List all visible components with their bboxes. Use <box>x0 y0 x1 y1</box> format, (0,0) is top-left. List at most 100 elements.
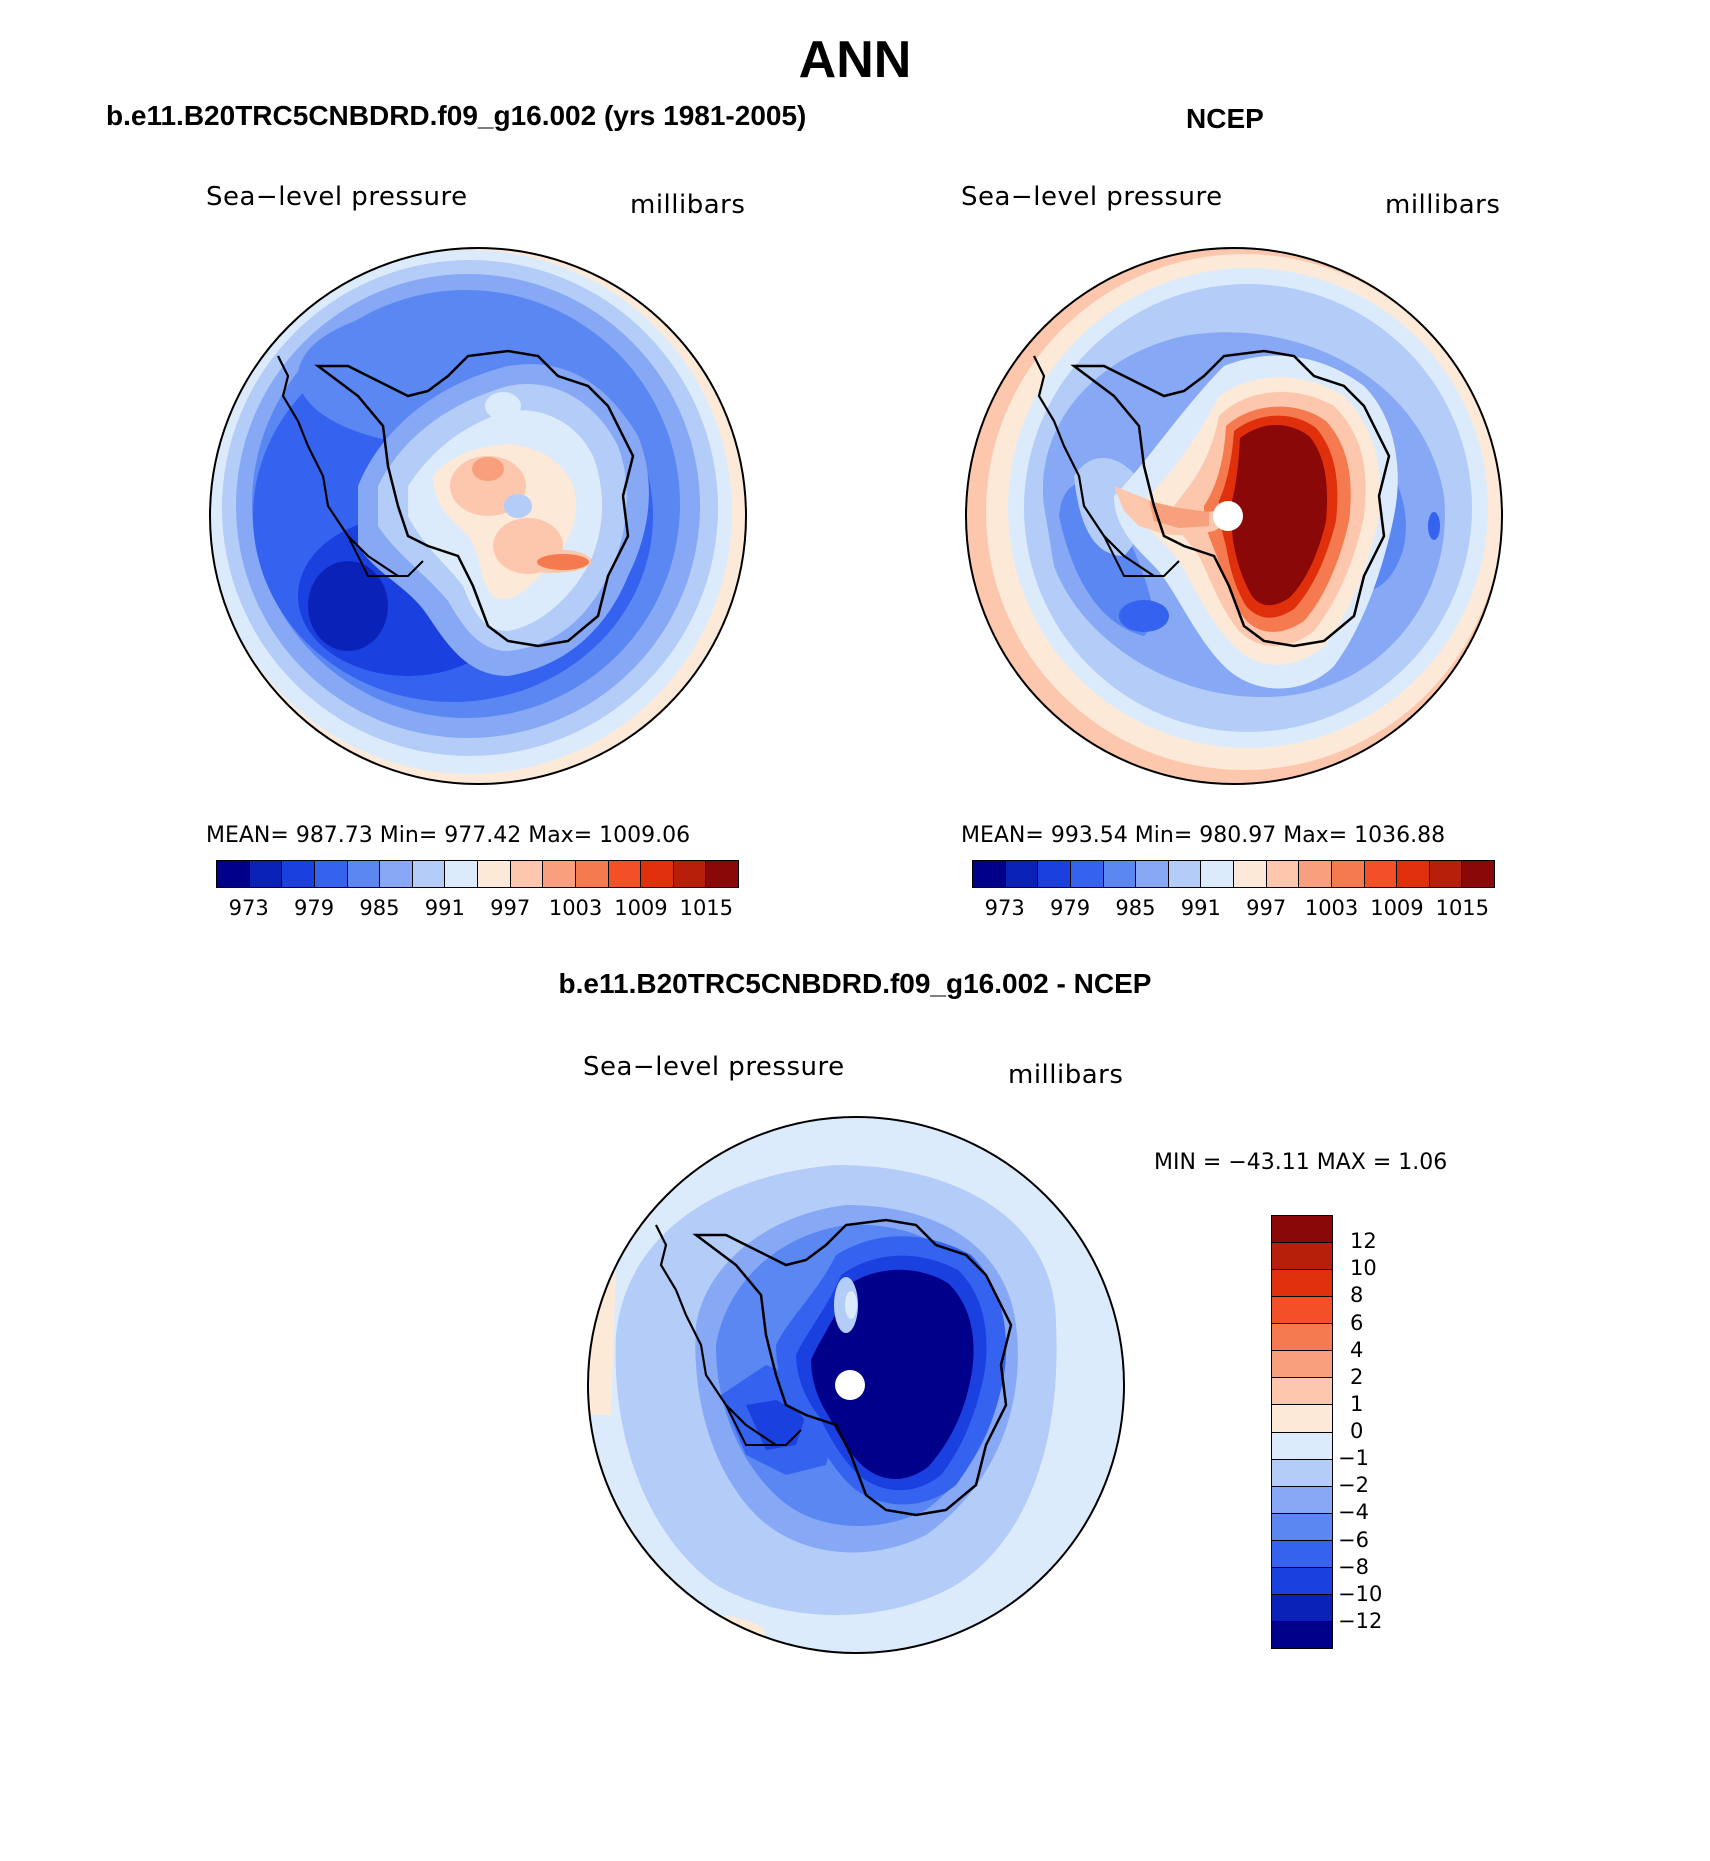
diff-polar-map <box>587 1116 1125 1654</box>
figure-title: ANN <box>798 31 912 89</box>
model-colorbar-box <box>217 861 250 887</box>
model-colorbar <box>216 860 739 888</box>
diff-colorbar-label: −2 <box>1338 1473 1369 1498</box>
obs-colorbar-box <box>1331 861 1365 887</box>
diff-colorbar-box <box>1272 1216 1332 1244</box>
model-colorbar-box <box>314 861 348 887</box>
obs-colorbar-label: 991 <box>1180 896 1221 920</box>
model-colorbar-label: 1015 <box>679 896 734 920</box>
model-colorbar-box <box>543 861 576 887</box>
diff-colorbar-label: −8 <box>1338 1554 1369 1579</box>
diff-colorbar-label: −12 <box>1338 1608 1383 1633</box>
diff-colorbar-box <box>1272 1351 1332 1379</box>
model-colorbar-label: 997 <box>490 896 531 920</box>
diff-colorbar-box <box>1272 1621 1332 1648</box>
obs-colorbar-label: 1015 <box>1435 896 1490 920</box>
diff-stats: MIN = −43.11 MAX = 1.06 <box>1154 1150 1448 1175</box>
obs-colorbar-box <box>1038 861 1071 887</box>
obs-colorbar-box <box>1462 861 1494 887</box>
diff-colorbar-box <box>1272 1432 1332 1460</box>
diff-colorbar-label: −4 <box>1338 1500 1369 1525</box>
diff-colorbar-label: 1 <box>1350 1391 1364 1416</box>
model-colorbar-box <box>673 861 707 887</box>
diff-colorbar-box <box>1272 1486 1332 1514</box>
obs-colorbar-box <box>1005 861 1039 887</box>
obs-polar-map <box>965 247 1503 785</box>
obs-colorbar-label: 997 <box>1246 896 1287 920</box>
diff-colorbar-label: −10 <box>1338 1581 1383 1606</box>
diff-colorbar-label: 10 <box>1350 1256 1377 1281</box>
diff-colorbar-box <box>1272 1297 1332 1325</box>
model-colorbar-box <box>249 861 283 887</box>
obs-units-label: millibars <box>1385 190 1501 220</box>
diff-units-label: millibars <box>1008 1060 1124 1090</box>
diff-colorbar-box <box>1272 1513 1332 1541</box>
model-colorbar-box <box>641 861 674 887</box>
diff-panel-title: b.e11.B20TRC5CNBDRD.f09_g16.002 - NCEP <box>558 968 1152 999</box>
diff-colorbar-box <box>1272 1243 1332 1271</box>
obs-colorbar-box <box>1136 861 1169 887</box>
model-colorbar-label: 1003 <box>548 896 603 920</box>
obs-colorbar-box <box>973 861 1006 887</box>
model-colorbar-box <box>445 861 478 887</box>
diff-colorbar-box <box>1272 1567 1332 1595</box>
diff-colorbar-label: 2 <box>1350 1364 1364 1389</box>
obs-colorbar-box <box>1266 861 1300 887</box>
obs-colorbar-box <box>1429 861 1463 887</box>
model-variable-label: Sea−level pressure <box>206 182 468 212</box>
diff-colorbar-label: 8 <box>1350 1283 1364 1308</box>
model-polar-map <box>209 247 747 785</box>
obs-colorbar-box <box>1234 861 1267 887</box>
obs-colorbar-ticks: 973 979 985 991 997 1003 1009 1015 <box>972 896 1495 922</box>
diff-variable-label: Sea−level pressure <box>583 1052 845 1082</box>
diff-colorbar-label: −6 <box>1338 1527 1369 1552</box>
diff-colorbar-ticks: 12 10 8 6 4 2 1 0 −1 −2 −4 −6 −8 −10 −12 <box>1338 1215 1422 1649</box>
diff-colorbar-label: −1 <box>1338 1446 1369 1471</box>
model-colorbar-box <box>608 861 642 887</box>
model-colorbar-box <box>412 861 446 887</box>
diff-colorbar-box <box>1272 1270 1332 1298</box>
obs-colorbar-label: 973 <box>984 896 1025 920</box>
obs-stats: MEAN= 993.54 Min= 980.97 Max= 1036.88 <box>961 823 1446 848</box>
model-colorbar-label: 991 <box>424 896 465 920</box>
model-colorbar-label: 973 <box>228 896 269 920</box>
diff-colorbar-label: 12 <box>1350 1229 1377 1254</box>
obs-colorbar-label: 1009 <box>1370 896 1424 920</box>
obs-variable-label: Sea−level pressure <box>961 182 1223 212</box>
model-colorbar-label: 1009 <box>614 896 668 920</box>
model-colorbar-ticks: 973 979 985 991 997 1003 1009 1015 <box>216 896 739 922</box>
obs-colorbar-box <box>1201 861 1234 887</box>
obs-colorbar-box <box>1168 861 1202 887</box>
obs-colorbar-box <box>1364 861 1398 887</box>
model-colorbar-box <box>380 861 413 887</box>
diff-colorbar-box <box>1272 1540 1332 1568</box>
diff-colorbar-label: 0 <box>1350 1419 1364 1443</box>
model-colorbar-label: 979 <box>294 896 335 920</box>
diff-colorbar-box <box>1272 1594 1332 1622</box>
obs-colorbar-label: 1003 <box>1304 896 1359 920</box>
diff-colorbar-label: 4 <box>1350 1337 1364 1362</box>
model-colorbar-box <box>575 861 609 887</box>
obs-panel-title: NCEP <box>1186 103 1264 134</box>
model-stats: MEAN= 987.73 Min= 977.42 Max= 1009.06 <box>206 823 691 848</box>
model-colorbar-label: 985 <box>359 896 400 920</box>
diff-colorbar <box>1271 1215 1333 1649</box>
model-colorbar-box <box>478 861 511 887</box>
model-colorbar-box <box>510 861 544 887</box>
obs-colorbar-box <box>1299 861 1332 887</box>
obs-colorbar-label: 979 <box>1050 896 1091 920</box>
model-panel-title: b.e11.B20TRC5CNBDRD.f09_g16.002 (yrs 198… <box>106 100 807 131</box>
model-colorbar-box <box>282 861 315 887</box>
diff-colorbar-box <box>1272 1378 1332 1406</box>
diff-colorbar-box <box>1272 1459 1332 1487</box>
model-colorbar-box <box>706 861 738 887</box>
diff-colorbar-box <box>1272 1324 1332 1352</box>
obs-colorbar-box <box>1397 861 1430 887</box>
model-units-label: millibars <box>630 190 746 220</box>
obs-colorbar-box <box>1103 861 1137 887</box>
model-colorbar-box <box>347 861 381 887</box>
obs-colorbar-label: 985 <box>1115 896 1156 920</box>
diff-colorbar-label: 6 <box>1350 1310 1364 1335</box>
obs-colorbar <box>972 860 1495 888</box>
obs-colorbar-box <box>1070 861 1104 887</box>
